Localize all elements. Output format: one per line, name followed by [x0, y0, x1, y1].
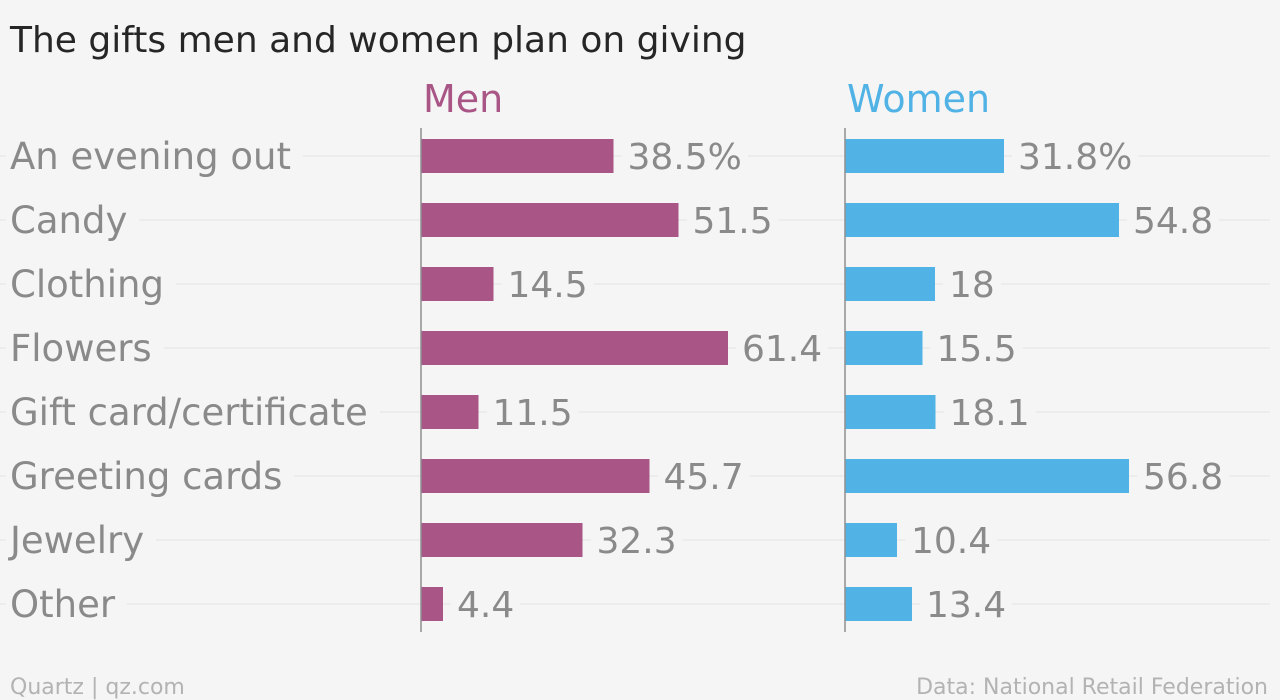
category-label-bg	[6, 262, 176, 306]
category-label-bg	[6, 390, 380, 434]
data-label-bg	[1127, 198, 1220, 242]
data-label: 54.8	[1133, 201, 1213, 242]
data-label: 10.4	[911, 521, 991, 562]
bar	[421, 331, 728, 365]
data-label: 38.5%	[628, 137, 742, 178]
category-label-bg	[6, 134, 303, 178]
data-label: 31.8%	[1018, 137, 1132, 178]
bar	[421, 395, 479, 429]
category-label-bg	[6, 518, 157, 562]
data-label: 13.4	[926, 585, 1006, 626]
data-label-bg	[920, 582, 1013, 626]
category-label: Candy	[10, 199, 127, 242]
data-label: 51.5	[693, 201, 773, 242]
data-label-bg	[621, 134, 748, 178]
plot-area: An evening out Candy Clothing Flowers Gift c…	[0, 77, 1270, 632]
data-label: 32.3	[597, 521, 677, 562]
category-label: An evening out	[10, 135, 291, 178]
data-label-bg	[943, 390, 1036, 434]
data-label-bg	[451, 582, 521, 626]
footer-source: Data: National Retail Federation	[916, 675, 1268, 700]
data-label-bg	[1137, 454, 1230, 498]
footer-credit: Quartz | qz.com	[10, 675, 185, 700]
series-title-women: Women	[847, 77, 990, 121]
data-label-bg	[1012, 134, 1139, 178]
data-label-bg	[943, 262, 1001, 306]
category-label: Clothing	[10, 263, 164, 306]
data-label-bg	[905, 518, 998, 562]
data-label-bg	[486, 390, 579, 434]
bar	[421, 139, 614, 173]
data-label: 45.7	[664, 457, 744, 498]
bar	[845, 459, 1129, 493]
bar	[845, 331, 923, 365]
category-label-bg	[6, 582, 128, 626]
data-label: 14.5	[508, 265, 588, 306]
bar	[845, 267, 935, 301]
data-label-bg	[501, 262, 594, 306]
data-label-bg	[686, 198, 779, 242]
category-label-bg	[6, 454, 295, 498]
data-label: 18.1	[950, 393, 1030, 434]
data-label: 11.5	[493, 393, 573, 434]
chart-title: The gifts men and women plan on giving	[9, 20, 747, 61]
category-label-bg	[6, 326, 164, 370]
data-label: 18	[949, 265, 995, 306]
data-label: 61.4	[742, 329, 822, 370]
series-title-men: Men	[423, 77, 503, 121]
data-label: 15.5	[937, 329, 1017, 370]
bar	[421, 459, 650, 493]
data-label: 56.8	[1143, 457, 1223, 498]
bar	[845, 395, 936, 429]
bar	[845, 587, 912, 621]
data-label-bg	[590, 518, 683, 562]
data-label-bg	[930, 326, 1023, 370]
category-label: Gift card/certificate	[10, 391, 368, 434]
data-label: 4.4	[457, 585, 514, 626]
category-label: Jewelry	[8, 519, 144, 562]
bar	[845, 523, 897, 557]
data-label-bg	[736, 326, 829, 370]
bar	[421, 523, 583, 557]
bar	[845, 203, 1119, 237]
bar	[421, 267, 494, 301]
category-label: Other	[10, 583, 116, 626]
data-label-bg	[657, 454, 750, 498]
bar	[421, 587, 443, 621]
bar	[421, 203, 679, 237]
bar	[845, 139, 1004, 173]
category-label: Flowers	[10, 327, 152, 370]
category-label: Greeting cards	[10, 455, 282, 498]
category-label-bg	[6, 198, 140, 242]
